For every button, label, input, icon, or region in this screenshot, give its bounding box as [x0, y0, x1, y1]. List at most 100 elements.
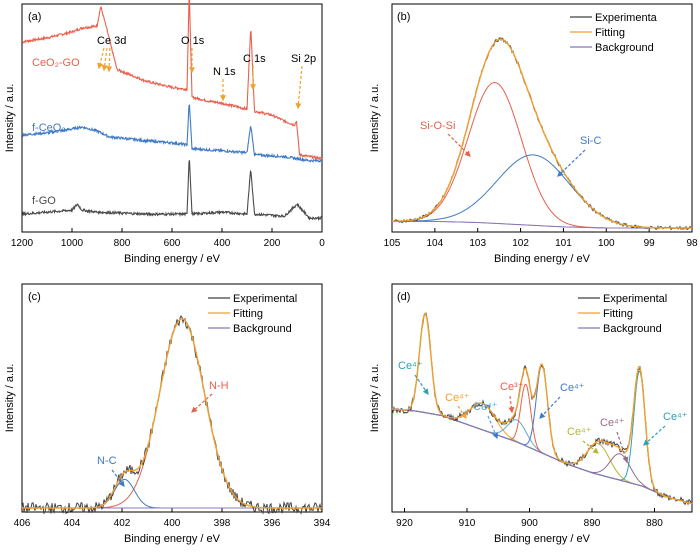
annotation-ce4-4: Ce⁴⁺	[560, 382, 585, 394]
panel-b-legend: Experimenta Fitting Background	[570, 12, 658, 54]
arrow-ce3d-1	[97, 47, 105, 70]
panel-c: (c) 406 404 402 400 398 396 394 Binding energy…	[4, 283, 331, 545]
annotation-ce4-2: Ce⁴⁺	[445, 392, 470, 404]
series-label-f-go: f-GO	[32, 195, 56, 207]
panel-a-tick-label-2: 800	[114, 238, 131, 249]
panel-a-peak-arrows	[97, 47, 303, 110]
annotation-ce4-7: Ce⁴⁺	[663, 411, 688, 423]
panel-c-xlabel: Binding energy / eV	[124, 533, 221, 545]
panel-c-curves	[21, 315, 323, 515]
panel-d-tick-label-2: 900	[521, 518, 538, 529]
panel-d-ylabel: Intensity / a.u.	[369, 364, 381, 432]
arrow-ce4-6	[616, 431, 629, 464]
panel-c-experimental	[21, 315, 323, 515]
annotation-n-c: N-C	[97, 455, 117, 467]
panel-d-tick-label-1: 910	[459, 518, 476, 529]
arrow-n-h	[191, 393, 213, 413]
peak-label-ce3d: Ce 3d	[97, 35, 126, 47]
legend-c-experimental: Experimental	[233, 293, 297, 305]
arrow-ce3d-3	[106, 47, 113, 73]
panel-d-fitting	[391, 312, 693, 505]
panel-a-ylabel: Intensity / a.u.	[4, 84, 16, 152]
panel-d-tick-label-0: 920	[396, 518, 413, 529]
panel-c-ylabel: Intensity / a.u.	[4, 364, 16, 432]
panel-b-tick-label-0: 105	[384, 238, 401, 249]
panel-c-tick-label-3: 400	[164, 518, 181, 529]
panel-d-legend: Experimental Fitting Background	[578, 293, 667, 335]
panel-a-tick-label-5: 200	[264, 238, 281, 249]
panel-d-experimental	[391, 312, 693, 506]
panel-d-component-6	[391, 408, 693, 505]
panel-b: (b) 105 104 103 102 101 100 99 98 Binding energ…	[369, 3, 698, 265]
arrow-si-c	[557, 149, 586, 177]
panel-c-component-0	[22, 318, 322, 509]
panel-a-curves	[21, 0, 323, 222]
panel-a-series-0	[21, 0, 323, 160]
panel-d-component-2	[391, 408, 693, 505]
panel-d-x-axis: 920 910 900 890 880	[396, 508, 663, 529]
panel-c-legend: Experimental Fitting Background	[208, 293, 297, 335]
panel-c-component-1	[22, 478, 322, 509]
panel-d-curves	[391, 312, 693, 506]
panel-a-xlabel: Binding energy / eV	[124, 253, 221, 265]
panel-a-series-1	[21, 104, 323, 163]
panel-b-tick-label-2: 103	[469, 238, 486, 249]
annotation-ce4-3: Ce⁴⁺	[473, 401, 498, 413]
panel-a-tick-label-4: 400	[214, 238, 231, 249]
panel-a: (a) 1200 1000 800 600 400 200 0 Binding energy…	[4, 0, 325, 265]
legend-c-fitting: Fitting	[233, 308, 263, 320]
annotation-si-c: Si-C	[580, 135, 601, 147]
panel-a-x-axis: 1200 1000 800 600 400 200 0	[11, 228, 325, 249]
panel-a-label: (a)	[28, 11, 41, 23]
arrow-ce4-2	[457, 405, 467, 419]
panel-d-label: (d)	[397, 291, 410, 303]
legend-b-fitting: Fitting	[595, 27, 625, 39]
arrow-si2p	[295, 65, 303, 110]
peak-label-si2p: Si 2p	[291, 53, 316, 65]
legend-d-background: Background	[603, 323, 662, 335]
series-label-ceo2-go: CeO₂-GO	[32, 57, 80, 69]
panel-b-fitting	[392, 38, 692, 229]
annotation-ce4-6: Ce⁴⁺	[600, 417, 625, 429]
peak-label-n1s: N 1s	[213, 66, 236, 78]
legend-b-background: Background	[595, 42, 654, 54]
panel-d-background	[391, 408, 693, 505]
panel-c-x-axis: 406 404 402 400 398 396 394	[14, 508, 331, 529]
arrow-ce4-5	[582, 440, 599, 454]
panel-c-label: (c)	[28, 291, 41, 303]
peak-label-c1s: C 1s	[243, 53, 266, 65]
arrow-ce4-4	[539, 396, 561, 419]
panel-c-tick-label-0: 406	[14, 518, 31, 529]
legend-b-experimental: Experimenta	[595, 12, 658, 24]
arrow-ce4-3	[487, 415, 498, 440]
panel-d-xlabel: Binding energy / eV	[494, 533, 591, 545]
panel-b-component-1	[392, 154, 692, 229]
panel-d-frame	[391, 283, 693, 513]
panel-c-tick-label-1: 404	[64, 518, 81, 529]
panel-b-tick-label-3: 102	[512, 238, 529, 249]
peak-label-o1s: O 1s	[181, 35, 205, 47]
panel-c-tick-label-4: 398	[214, 518, 231, 529]
series-label-f-ceo2: f-CeO₂	[32, 122, 66, 134]
arrow-ce3d-2	[101, 47, 108, 72]
annotation-n-h: N-H	[209, 380, 229, 392]
panel-b-x-axis: 105 104 103 102 101 100 99 98	[384, 228, 698, 249]
panel-b-tick-label-5: 100	[598, 238, 615, 249]
panel-b-frame	[391, 3, 693, 233]
panel-b-curves	[391, 37, 693, 231]
arrow-ce3	[508, 395, 515, 414]
arrow-n-c	[111, 469, 125, 487]
panel-d-component-5	[391, 408, 693, 505]
panel-c-fitting	[22, 318, 322, 509]
legend-d-experimental: Experimental	[603, 293, 667, 305]
annotation-si-o-si: Si-O-Si	[420, 120, 455, 132]
panel-d-tick-label-4: 880	[646, 518, 663, 529]
annotation-ce3: Ce³⁺	[500, 381, 524, 393]
panel-c-tick-label-2: 402	[114, 518, 131, 529]
panel-d: (d) 920 910 900 890 880 Binding energy / eV …	[369, 283, 693, 545]
panel-b-ylabel: Intensity / a.u.	[369, 84, 381, 152]
legend-d-fitting: Fitting	[603, 308, 633, 320]
panel-b-xlabel: Binding energy / eV	[494, 253, 591, 265]
annotation-ce4-5: Ce⁴⁺	[567, 426, 592, 438]
